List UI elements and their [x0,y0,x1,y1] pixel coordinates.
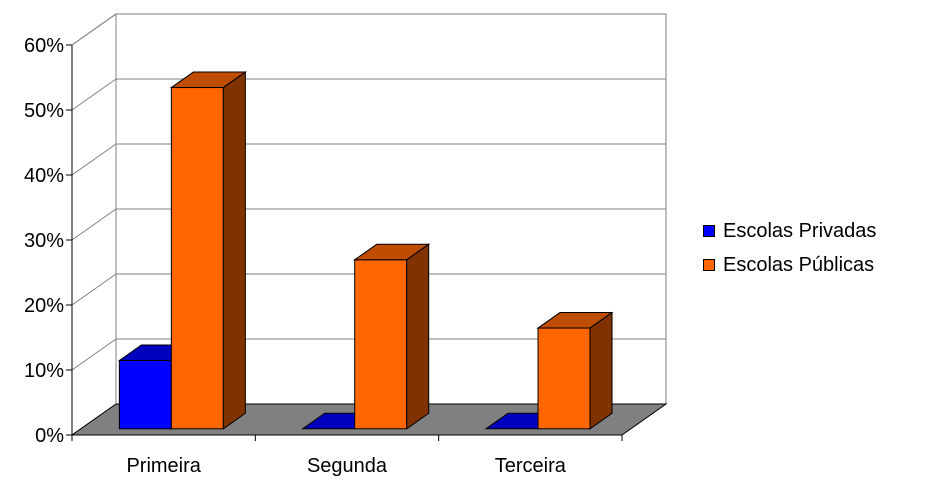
bar-side [406,243,430,430]
gridline-side [71,208,117,241]
x-tick-label: Segunda [307,455,388,477]
bar-front [118,360,172,430]
bar [353,243,431,430]
bar-front [537,327,591,430]
y-tick-label: 60% [24,35,64,57]
x-tick-label: Terceira [495,455,567,477]
gridline-side [71,273,117,306]
y-tick-label: 30% [24,230,64,252]
x-tick-label: Primeira [126,455,201,477]
gridline-side [71,338,117,371]
y-tick-label: 0% [35,425,64,447]
legend-item-privadas: Escolas Privadas [703,214,876,248]
bar [169,71,247,430]
y-tick-label: 20% [24,295,64,317]
bar-side [222,71,246,430]
legend-swatch-privadas [703,225,715,237]
legend-label-publicas: Escolas Públicas [723,253,875,276]
y-tick-label: 50% [24,100,64,122]
gridline-side [71,13,117,46]
bar [536,311,614,430]
bar-front [170,87,224,430]
legend-item-publicas: Escolas Públicas [703,248,876,282]
gridline-side [71,78,117,111]
legend: Escolas Privadas Escolas Públicas [703,214,876,282]
legend-label-privadas: Escolas Privadas [723,219,877,242]
bar-front [354,259,408,430]
bar-side [589,311,613,430]
legend-swatch-publicas [703,259,715,271]
gridline-side [71,143,117,176]
y-tick-label: 40% [24,165,64,187]
y-tick-label: 10% [24,360,64,382]
